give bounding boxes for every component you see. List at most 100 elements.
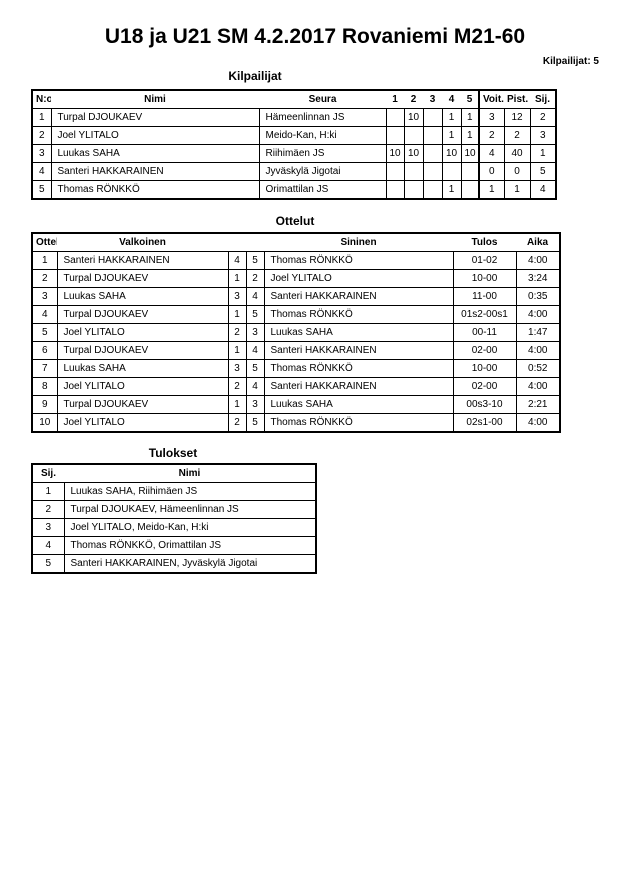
results-table: Sij. Nimi 1 Luukas SAHA, Riihimäen JS 2 Turpa… [31, 463, 317, 574]
competitor-count: Kilpailijat: 5 [542, 56, 599, 67]
column-header [246, 232, 264, 252]
column-header: Valkoinen [57, 232, 228, 252]
cell: 8 [31, 377, 58, 396]
cell: Luukas SAHA [56, 359, 229, 378]
cell [403, 126, 424, 145]
cell [403, 180, 424, 200]
cell: Turpal DJOUKAEV [56, 269, 229, 288]
cell: 1 [503, 180, 531, 200]
cell: Luukas SAHA [263, 323, 454, 342]
cell: 1 [31, 482, 65, 501]
cell: 5 [245, 359, 265, 378]
cell: Joel YLITALO [56, 323, 229, 342]
cell: 3:24 [515, 269, 561, 288]
cell: 10 [31, 413, 58, 433]
column-header: Nimi [64, 463, 316, 483]
cell: 10 [403, 144, 424, 163]
cell: Riihimäen JS [258, 144, 387, 163]
cell: 12 [503, 108, 531, 127]
matches-table: OtteluValkoinenSininenTulosAika1Santeri … [31, 232, 561, 433]
header-row: Sij. Nimi [32, 463, 316, 483]
row: 3 Luukas SAHA Riihimäen JS 10 10 10 10 4 40 1 [31, 144, 557, 163]
cell: 4 [245, 287, 265, 306]
cell: Santeri HAKKARAINEN [263, 287, 454, 306]
cell [422, 180, 443, 200]
cell: Joel YLITALO [50, 126, 260, 145]
cell: 5 [245, 305, 265, 324]
column-header: Sij. [32, 463, 64, 483]
cell [422, 162, 443, 181]
cell: Turpal DJOUKAEV [56, 305, 229, 324]
cell: 5 [31, 180, 52, 200]
heading: Ottelut [275, 214, 315, 228]
column-header: Nimi [51, 89, 259, 109]
column-header [228, 232, 246, 252]
cell: 5 [245, 251, 265, 270]
cell: 4:00 [515, 413, 561, 433]
cell: 4 [245, 341, 265, 360]
cell: 11-00 [452, 287, 517, 306]
cell: 2 [227, 413, 247, 433]
cell: 3 [245, 395, 265, 414]
column-header: Tulos [453, 232, 516, 252]
cell [422, 144, 443, 163]
cell: 4:00 [515, 341, 561, 360]
cell: 5 [245, 413, 265, 433]
column-header: 2 [404, 89, 423, 109]
cell: 4 [245, 377, 265, 396]
cell: 10-00 [452, 359, 517, 378]
cell: 9 [31, 395, 58, 414]
cell: 1:47 [515, 323, 561, 342]
column-header: Aika [516, 232, 560, 252]
header-row: N:oNimiSeura12345Voit.Pist.Sij. [32, 89, 556, 109]
cell [460, 162, 480, 181]
cell: Thomas RÖNKKÖ [263, 305, 454, 324]
cell: 1 [441, 126, 462, 145]
row: 5 Thomas RÖNKKÖ Orimattilan JS 1 1 1 4 [31, 180, 557, 200]
cell: 1 [460, 108, 480, 127]
column-header: Seura [259, 89, 386, 109]
cell: 10 [385, 144, 405, 163]
cell: 2 [503, 126, 531, 145]
cell: 5 [31, 323, 58, 342]
cell: Meido-Kan, H:ki [258, 126, 387, 145]
heading: Kilpailijat [228, 69, 282, 83]
cell: 1 [31, 251, 58, 270]
cell: 3 [478, 108, 505, 127]
column-header: 4 [442, 89, 461, 109]
cell: 02-00 [452, 377, 517, 396]
cell: 1 [529, 144, 557, 163]
cell [422, 126, 443, 145]
cell: 4 [478, 144, 505, 163]
cell: Joel YLITALO [263, 269, 454, 288]
cell [385, 180, 405, 200]
cell: 3 [245, 323, 265, 342]
cell: 0 [503, 162, 531, 181]
row: 2 Turpal DJOUKAEV 1 2 Joel YLITALO 10-00 3:24 [31, 269, 561, 288]
row: 1 Santeri HAKKARAINEN 4 5 Thomas RÖNKKÖ 01-02… [31, 251, 561, 270]
column-header: 1 [386, 89, 404, 109]
cell: 1 [227, 395, 247, 414]
row: 5 Santeri HAKKARAINEN, Jyväskylä Jigotai [31, 554, 317, 574]
cell: 2 [478, 126, 505, 145]
cell: 3 [31, 518, 65, 537]
row: 5 Joel YLITALO 2 3 Luukas SAHA 00-11 1:47 [31, 323, 561, 342]
row: 4 Santeri HAKKARAINEN Jyväskylä Jigotai 0 0 5 [31, 162, 557, 181]
cell: 4 [31, 162, 52, 181]
cell: 2 [227, 323, 247, 342]
cell: Jyväskylä Jigotai [258, 162, 387, 181]
cell: Luukas SAHA [263, 395, 454, 414]
column-header: Sij. [530, 89, 556, 109]
cell [422, 108, 443, 127]
cell: Turpal DJOUKAEV, Hämeenlinnan JS [63, 500, 317, 519]
cell: 02-00 [452, 341, 517, 360]
cell [403, 162, 424, 181]
cell [385, 162, 405, 181]
row: 2 Turpal DJOUKAEV, Hämeenlinnan JS [31, 500, 317, 519]
cell [460, 180, 480, 200]
cell: Turpal DJOUKAEV [56, 341, 229, 360]
row: 4 Turpal DJOUKAEV 1 5 Thomas RÖNKKÖ 01s2-00s1… [31, 305, 561, 324]
cell: 3 [529, 126, 557, 145]
cell: 3 [227, 287, 247, 306]
